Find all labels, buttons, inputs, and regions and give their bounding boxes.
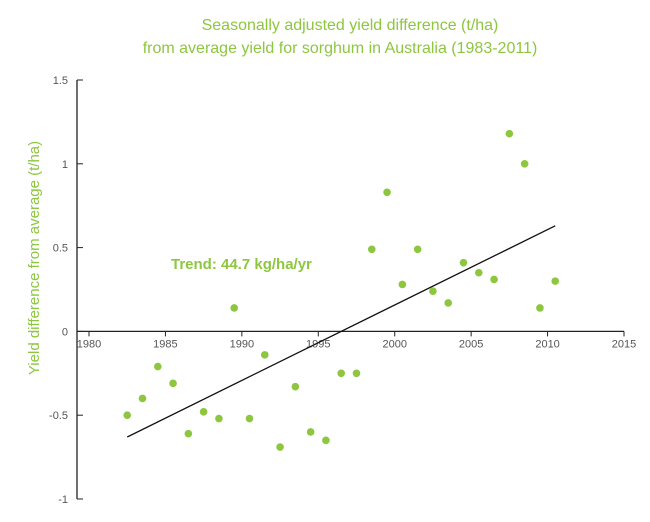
data-point bbox=[352, 369, 361, 378]
y-axis-label: Yield difference from average (t/ha) bbox=[26, 141, 43, 375]
data-points bbox=[123, 129, 560, 451]
y-tick-label: -1 bbox=[58, 494, 68, 506]
data-point bbox=[505, 129, 514, 138]
axes bbox=[76, 79, 625, 500]
x-tick-label: 1995 bbox=[306, 338, 330, 350]
tick-labels: -1 -0.5 0 0.5 1 1.5 1980 1985 1990 1995 2000 2005 20… bbox=[49, 75, 636, 506]
data-point bbox=[199, 408, 208, 416]
trend-line bbox=[126, 225, 556, 438]
y-tick-label: 1 bbox=[62, 159, 68, 171]
x-tick-label: 2015 bbox=[612, 338, 636, 350]
data-point bbox=[490, 275, 498, 284]
chart-title-line-2: from average yield for sorghum in Austra… bbox=[143, 40, 538, 57]
data-point bbox=[153, 362, 162, 371]
data-point bbox=[215, 414, 223, 423]
data-point bbox=[536, 304, 544, 312]
data-point bbox=[383, 188, 391, 197]
data-point bbox=[169, 379, 177, 388]
data-point bbox=[459, 258, 468, 267]
data-point bbox=[260, 351, 269, 359]
trend-label: Trend: 44.7 kg/ha/yr bbox=[171, 256, 312, 273]
data-point bbox=[322, 436, 330, 445]
data-point bbox=[413, 245, 422, 254]
data-point bbox=[444, 299, 453, 307]
x-tick-label: 2010 bbox=[535, 338, 559, 350]
data-point bbox=[291, 382, 300, 391]
data-point bbox=[184, 429, 193, 438]
x-tick-label: 2005 bbox=[459, 338, 483, 350]
data-point bbox=[398, 280, 407, 289]
x-tick-label: 1985 bbox=[153, 338, 177, 350]
data-point bbox=[276, 443, 284, 451]
x-tick-label: 2000 bbox=[382, 338, 406, 350]
y-tick-label: 1.5 bbox=[53, 75, 68, 87]
data-point bbox=[123, 411, 132, 420]
data-point bbox=[138, 394, 147, 403]
data-point bbox=[474, 268, 483, 277]
trend: Trend: 44.7 kg/ha/yr bbox=[126, 225, 556, 438]
x-tick-label: 1990 bbox=[230, 338, 254, 350]
y-tick-label: 0.5 bbox=[53, 243, 68, 255]
data-point bbox=[337, 369, 346, 378]
chart-title-line-1: Seasonally adjusted yield difference (t/… bbox=[202, 17, 499, 34]
data-point bbox=[367, 245, 376, 254]
data-point bbox=[306, 428, 315, 436]
data-point bbox=[520, 160, 529, 168]
data-point bbox=[551, 277, 560, 285]
y-tick-label: 0 bbox=[62, 326, 68, 338]
y-tick-label: -0.5 bbox=[49, 410, 68, 422]
data-point bbox=[230, 304, 239, 312]
x-tick-label: 1980 bbox=[77, 338, 101, 350]
data-point bbox=[429, 287, 437, 295]
data-point bbox=[245, 414, 254, 423]
